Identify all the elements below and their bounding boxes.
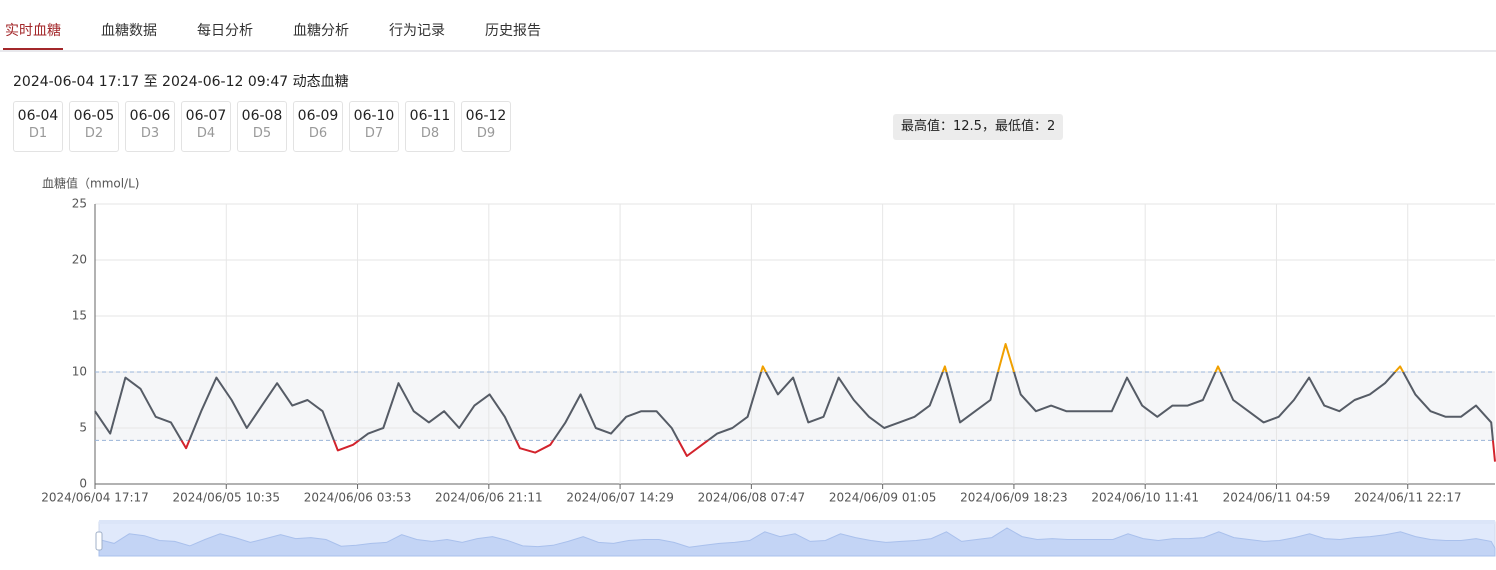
tab[interactable]: 历史报告: [485, 23, 541, 39]
day-button[interactable]: 06-09 D6: [293, 101, 343, 152]
day-label: D6: [308, 126, 328, 141]
day-date: 06-04: [17, 108, 59, 124]
y-tick-label: 25: [72, 197, 87, 211]
day-label: D4: [196, 126, 216, 141]
day-label: D2: [84, 126, 104, 141]
y-tick-label: 20: [72, 253, 87, 267]
day-button[interactable]: 06-08 D5: [237, 101, 287, 152]
day-button[interactable]: 06-06 D3: [125, 101, 175, 152]
x-tick-label: 2024/06/10 11:41: [1091, 491, 1199, 505]
day-label: D7: [364, 126, 384, 141]
tab-bar: 实时血糖 血糖数据 每日分析 血糖分析 行为记录 历史报告: [0, 0, 1496, 52]
zoom-handle: [95, 531, 103, 551]
day-date: 06-05: [73, 108, 115, 124]
tab[interactable]: 血糖分析: [293, 23, 349, 39]
x-tick-label: 2024/06/05 10:35: [172, 491, 280, 505]
tab[interactable]: 每日分析: [197, 23, 253, 39]
day-date: 06-11: [409, 108, 451, 124]
day-date: 06-06: [129, 108, 171, 124]
x-tick-label: 2024/06/06 03:53: [304, 491, 412, 505]
y-axis-label: 血糖值（mmol/L): [42, 176, 139, 191]
day-button[interactable]: 06-10 D7: [349, 101, 399, 152]
x-tick-label: 2024/06/09 01:05: [829, 491, 937, 505]
x-tick-label: 2024/06/11 22:17: [1354, 491, 1462, 505]
day-date: 06-07: [185, 108, 227, 124]
day-button[interactable]: 06-12 D9: [461, 101, 511, 152]
day-label: D1: [28, 126, 48, 141]
tab[interactable]: 实时血糖: [3, 20, 63, 50]
glucose-line: [94, 372, 1494, 441]
x-tick-label: 2024/06/07 14:29: [566, 491, 674, 505]
day-date: 06-12: [465, 108, 507, 124]
x-tick-label: 2024/06/11 04:59: [1223, 491, 1331, 505]
y-tick-label: 15: [72, 309, 87, 323]
x-tick-label: 2024/06/06 21:11: [435, 491, 543, 505]
y-tick-label: 10: [72, 365, 87, 379]
day-date: 06-10: [353, 108, 395, 124]
x-tick-label: 2024/06/08 07:47: [698, 491, 806, 505]
day-button[interactable]: 06-11 D8: [405, 101, 455, 152]
day-button[interactable]: 06-05 D2: [69, 101, 119, 152]
y-tick-label: 0: [79, 477, 87, 491]
tab[interactable]: 行为记录: [389, 23, 445, 39]
day-button[interactable]: 06-07 D4: [181, 101, 231, 152]
day-label: D9: [476, 126, 496, 141]
day-label: D8: [420, 126, 440, 141]
day-date: 06-08: [241, 108, 283, 124]
day-label: D3: [140, 126, 160, 141]
tab[interactable]: 血糖数据: [101, 23, 157, 39]
day-label: D5: [252, 126, 272, 141]
y-tick-label: 5: [79, 421, 87, 435]
summary-box: 最高值：12.5，最低值：2: [893, 114, 1064, 140]
x-tick-label: 2024/06/04 17:17: [41, 491, 149, 505]
zoom-top-bar: [99, 520, 1495, 524]
x-tick-label: 2024/06/09 18:23: [960, 491, 1068, 505]
zoom-area: [98, 527, 1496, 557]
date-range: 2024-06-04 17:17 至 2024-06-12 09:47 动态血糖: [13, 74, 349, 90]
day-date: 06-09: [297, 108, 339, 124]
day-button[interactable]: 06-04 D1: [13, 101, 63, 152]
